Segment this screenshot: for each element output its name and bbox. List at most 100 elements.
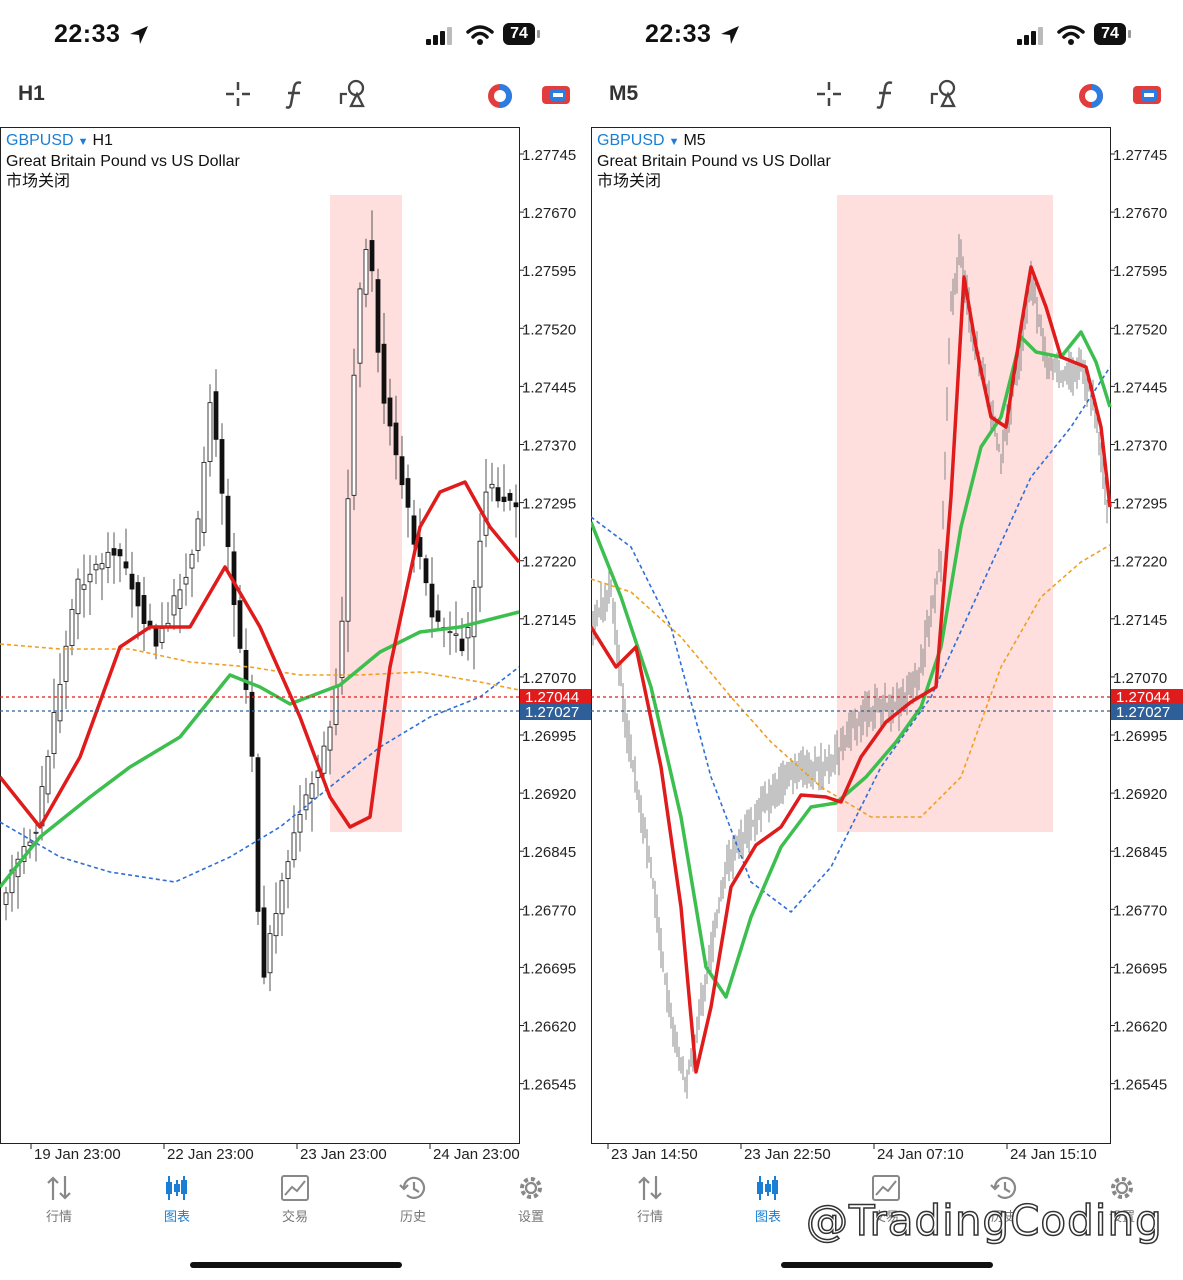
price-tick-label: 1.27295 <box>522 496 576 513</box>
market-state: 市场关闭 <box>597 173 662 190</box>
price-tick-label: 1.27145 <box>1113 612 1167 629</box>
candle-body <box>171 595 177 616</box>
candle-body <box>135 582 141 607</box>
symbol-dropdown-icon[interactable]: ▼ <box>668 136 680 148</box>
price-tick-label: 1.27370 <box>522 438 576 455</box>
tab-settings[interactable]: 设置 <box>491 1174 571 1225</box>
tab-trade[interactable]: 交易 <box>255 1174 335 1225</box>
price-tick-label: 1.26770 <box>1113 902 1167 919</box>
tab-quotes[interactable]: 行情 <box>610 1174 690 1225</box>
price-tick-label: 1.26770 <box>522 902 576 919</box>
tab-label: 图表 <box>754 1209 781 1224</box>
candle-body <box>351 374 357 496</box>
candle-body <box>501 496 507 503</box>
tab-chart[interactable]: 图表 <box>728 1174 808 1225</box>
indicators-function-icon[interactable] <box>277 74 313 114</box>
tab-quotes[interactable]: 行情 <box>19 1174 99 1225</box>
plot-frame <box>591 127 1111 1144</box>
candlestick-chart-icon <box>166 1176 187 1200</box>
candle-body <box>237 600 243 649</box>
indicators-function-icon[interactable] <box>868 74 904 114</box>
candle-body <box>309 783 315 799</box>
candle-body <box>357 288 363 364</box>
status-time: 22:33 <box>54 20 121 48</box>
status-time: 22:33 <box>645 20 712 48</box>
tab-history[interactable]: 历史 <box>964 1174 1044 1225</box>
tab-chart[interactable]: 图表 <box>137 1174 217 1225</box>
time-tick-label: 24 Jan 07:10 <box>877 1146 964 1163</box>
candle-body <box>249 691 255 757</box>
candle-body <box>33 831 39 834</box>
h1-chart[interactable]: 1.27745 1.27670 1.27595 1.27520 1.27445 1.273… <box>0 127 592 1167</box>
m5-chart[interactable]: 1.27745 1.27670 1.27595 1.27520 1.27445 1.273… <box>589 127 1183 1167</box>
candle-body <box>507 493 513 501</box>
candle-body <box>117 549 123 557</box>
ma-green-line <box>0 610 520 889</box>
one-click-trading-icon[interactable] <box>1073 74 1109 114</box>
ma-red-line <box>0 480 521 829</box>
candle-body <box>285 861 291 879</box>
candle-body <box>291 832 297 861</box>
price-tick-label: 1.26695 <box>522 960 576 977</box>
candle-body <box>387 397 393 427</box>
candle-body <box>225 495 231 548</box>
candle-body <box>261 907 267 978</box>
tab-label: 交易 <box>281 1209 308 1224</box>
h1-chart-canvas[interactable]: 1.27745 1.27670 1.27595 1.27520 1.27445 1.273… <box>0 127 592 1167</box>
candle-body <box>219 439 225 494</box>
bid-price-tag <box>1111 689 1183 705</box>
symbol-name[interactable]: GBPUSD <box>597 132 665 149</box>
trade-panel-icon[interactable] <box>1129 74 1165 114</box>
candle-body <box>303 794 309 811</box>
trade-line-chart-icon <box>281 1175 309 1201</box>
tab-trade[interactable]: 交易 <box>846 1174 926 1225</box>
tab-history[interactable]: 历史 <box>373 1174 453 1225</box>
price-tick-label: 1.27520 <box>522 321 576 338</box>
bid-price-label: 1.27044 <box>1116 689 1170 706</box>
candle-body <box>381 343 387 404</box>
candle-body <box>51 712 57 755</box>
price-tick-label: 1.27370 <box>1113 438 1167 455</box>
settings-gear-icon <box>1111 1177 1133 1199</box>
candle-body <box>141 595 147 624</box>
time-tick-label: 24 Jan 23:00 <box>433 1146 520 1163</box>
objects-shapes-icon[interactable] <box>335 74 371 114</box>
wifi-icon <box>1057 25 1085 45</box>
candle-body <box>207 402 213 462</box>
watermark-text: @TradingCoding <box>805 1195 1163 1246</box>
candle-body <box>327 726 333 751</box>
candle-body <box>213 391 219 440</box>
tab-settings[interactable]: 设置 <box>1082 1174 1162 1225</box>
bid-price-tag <box>520 689 592 705</box>
price-tick-label: 1.26695 <box>1113 960 1167 977</box>
trade-line-chart-icon <box>872 1175 900 1201</box>
battery-tip <box>537 30 540 38</box>
symbol-dropdown-icon[interactable]: ▼ <box>77 136 89 148</box>
price-tick-label: 1.26995 <box>1113 728 1167 745</box>
objects-shapes-icon[interactable] <box>926 74 962 114</box>
candle-body <box>75 578 81 615</box>
price-tick-label: 1.27070 <box>1113 670 1167 687</box>
chart-header: GBPUSD ▼ H1 Great Britain Pound vs US Doll… <box>6 131 240 192</box>
candle-body <box>99 563 105 570</box>
location-arrow-icon <box>130 26 148 44</box>
candle-body <box>423 558 429 584</box>
crosshair-icon[interactable] <box>220 74 256 114</box>
battery-level: 74 <box>1101 25 1119 42</box>
symbol-name[interactable]: GBPUSD <box>6 132 74 149</box>
m5-chart-canvas[interactable]: 1.27745 1.27670 1.27595 1.27520 1.27445 1.273… <box>589 127 1183 1167</box>
plot-frame <box>0 127 520 1144</box>
trade-panel-icon[interactable] <box>538 74 574 114</box>
quotes-arrows-icon <box>638 1176 662 1200</box>
battery-icon: 74 <box>1094 23 1126 45</box>
status-bar: 22:33 74 <box>0 0 592 70</box>
timeframe-button[interactable]: H1 <box>18 82 45 105</box>
timeframe-button[interactable]: M5 <box>609 82 639 105</box>
crosshair-icon[interactable] <box>811 74 847 114</box>
candle-body <box>489 483 495 489</box>
price-tick-label: 1.27670 <box>522 205 576 222</box>
tab-label: 历史 <box>990 1209 1017 1224</box>
price-tick-label: 1.27070 <box>522 670 576 687</box>
one-click-trading-icon[interactable] <box>482 74 518 114</box>
bid-price-label: 1.27044 <box>525 689 579 706</box>
